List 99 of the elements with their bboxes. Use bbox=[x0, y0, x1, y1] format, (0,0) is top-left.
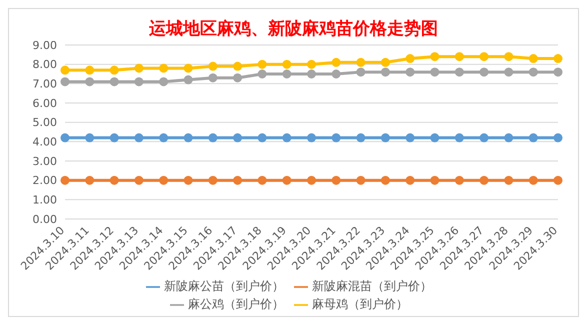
point bbox=[356, 176, 366, 185]
legend-label: 麻公鸡（到户价） bbox=[188, 297, 284, 311]
point bbox=[504, 133, 514, 142]
point bbox=[454, 52, 464, 62]
chart-title: 运城地区麻鸡、新陂麻鸡苗价格走势图 bbox=[149, 19, 438, 39]
y-tick-label: 3.00 bbox=[32, 154, 57, 168]
point bbox=[307, 60, 316, 69]
point bbox=[233, 176, 242, 185]
point bbox=[60, 66, 70, 75]
point bbox=[233, 133, 242, 142]
point bbox=[60, 133, 70, 142]
point bbox=[504, 176, 514, 185]
point bbox=[332, 133, 341, 142]
point bbox=[233, 62, 242, 71]
point bbox=[184, 75, 193, 84]
point bbox=[430, 176, 440, 185]
point bbox=[184, 176, 193, 185]
point bbox=[554, 54, 562, 64]
legend-label: 新陂麻混苗（到户价） bbox=[312, 279, 432, 293]
point bbox=[332, 70, 341, 78]
point bbox=[332, 58, 341, 67]
point bbox=[380, 68, 390, 77]
point bbox=[554, 133, 562, 142]
point bbox=[406, 68, 415, 77]
point bbox=[110, 133, 119, 142]
point bbox=[282, 70, 292, 78]
point bbox=[332, 176, 341, 185]
point bbox=[159, 176, 168, 185]
y-tick-label: 8.00 bbox=[32, 58, 57, 72]
point bbox=[208, 62, 218, 71]
point bbox=[134, 133, 144, 142]
point bbox=[134, 176, 144, 185]
point bbox=[184, 64, 193, 73]
point bbox=[258, 176, 267, 185]
y-tick-label: 4.00 bbox=[32, 136, 57, 149]
point bbox=[184, 133, 193, 142]
point bbox=[208, 176, 218, 185]
point bbox=[504, 68, 514, 77]
point bbox=[454, 176, 464, 185]
point bbox=[307, 133, 316, 142]
point bbox=[85, 133, 94, 142]
point bbox=[258, 60, 267, 69]
point bbox=[110, 176, 119, 185]
point bbox=[159, 77, 168, 86]
point bbox=[528, 68, 538, 77]
y-tick-label: 2.00 bbox=[32, 174, 57, 188]
point bbox=[430, 133, 440, 142]
point bbox=[528, 176, 538, 185]
point bbox=[480, 133, 489, 142]
point bbox=[406, 133, 415, 142]
point bbox=[406, 176, 415, 185]
point bbox=[430, 52, 440, 62]
y-tick-label: 9.00 bbox=[32, 38, 57, 52]
point bbox=[430, 68, 440, 77]
point bbox=[480, 52, 489, 62]
point bbox=[110, 77, 119, 86]
y-tick-label: 0.00 bbox=[32, 212, 57, 226]
point bbox=[307, 70, 316, 78]
point bbox=[134, 77, 144, 86]
point bbox=[454, 68, 464, 77]
point bbox=[208, 73, 218, 82]
point bbox=[159, 133, 168, 142]
point bbox=[60, 77, 70, 86]
point bbox=[356, 133, 366, 142]
point bbox=[406, 54, 415, 64]
point bbox=[454, 133, 464, 142]
point bbox=[258, 133, 267, 142]
point bbox=[110, 66, 119, 75]
point bbox=[554, 176, 562, 185]
legend-label: 新陂麻公苗（到户价） bbox=[164, 279, 284, 293]
point bbox=[554, 68, 562, 77]
point bbox=[159, 64, 168, 73]
y-tick-label: 7.00 bbox=[32, 78, 57, 91]
point bbox=[307, 176, 316, 185]
point bbox=[282, 133, 292, 142]
point bbox=[233, 73, 242, 82]
point bbox=[134, 64, 144, 73]
point bbox=[380, 58, 390, 67]
point bbox=[356, 58, 366, 67]
point bbox=[380, 133, 390, 142]
point bbox=[480, 68, 489, 77]
point bbox=[480, 176, 489, 185]
point bbox=[60, 176, 70, 185]
point bbox=[528, 54, 538, 64]
y-tick-label: 1.00 bbox=[32, 194, 57, 207]
point bbox=[85, 66, 94, 75]
point bbox=[380, 176, 390, 185]
point bbox=[282, 60, 292, 69]
legend-label: 麻母鸡（到户价） bbox=[312, 297, 408, 311]
point bbox=[85, 77, 94, 86]
y-tick-label: 6.00 bbox=[32, 96, 57, 110]
point bbox=[528, 133, 538, 142]
point bbox=[258, 70, 267, 78]
y-tick-label: 5.00 bbox=[32, 116, 57, 130]
point bbox=[85, 176, 94, 185]
point bbox=[504, 52, 514, 62]
point bbox=[356, 68, 366, 77]
point bbox=[208, 133, 218, 142]
point bbox=[282, 176, 292, 185]
